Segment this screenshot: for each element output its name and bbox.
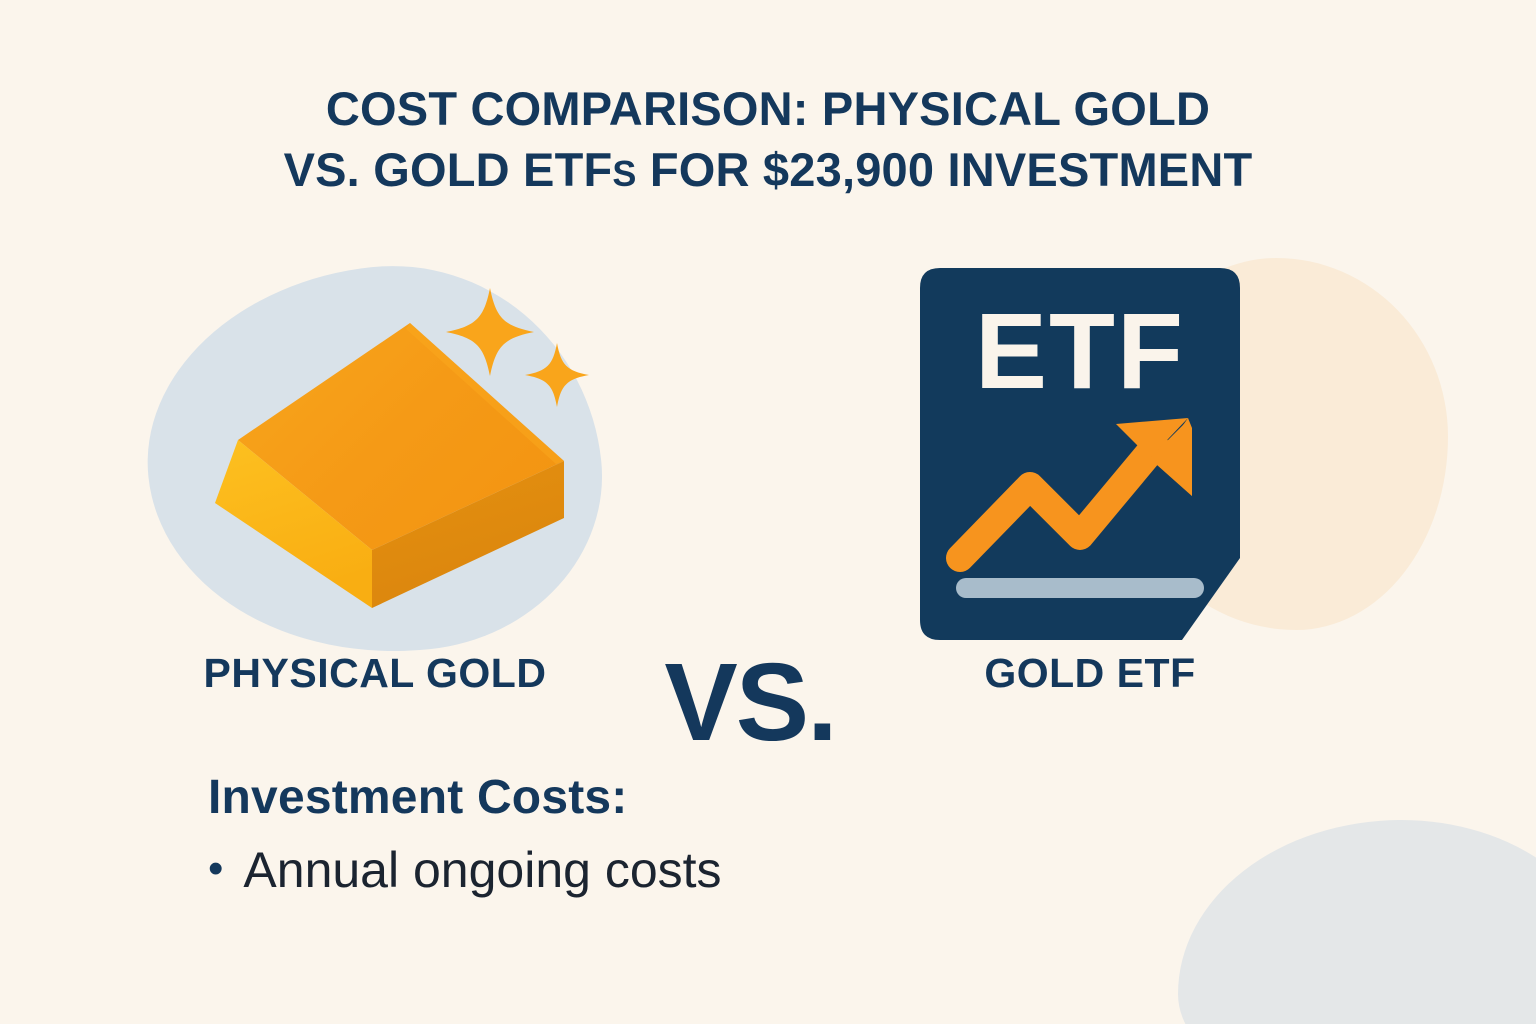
page-title-line-2: VS. GOLD ETFs FOR $23,900 INVESTMENT [0, 139, 1536, 200]
versus-separator: VS. [664, 641, 837, 764]
etf-card-body [920, 268, 1240, 640]
trending-up-arrow-icon [946, 418, 1192, 572]
comparison-row: PHYSICAL GOLD VS. ETF [0, 245, 1536, 758]
comparison-label-gold-etf: GOLD ETF [984, 650, 1196, 696]
gold-bar-icon [160, 260, 600, 640]
page-title: COST COMPARISON: PHYSICAL GOLD VS. GOLD … [0, 78, 1536, 200]
list-item-label: Annual ongoing costs [243, 841, 722, 898]
investment-costs-list: • Annual ongoing costs [208, 841, 1108, 900]
investment-costs-heading: Investment Costs: [208, 771, 628, 824]
investment-costs-block: Investment Costs: • Annual ongoing costs [208, 770, 1108, 900]
etf-card-wordmark: ETF [975, 290, 1185, 411]
sparkle-small-icon [525, 343, 589, 407]
comparison-label-physical-gold: PHYSICAL GOLD [203, 650, 547, 696]
bullet-icon: • [208, 843, 224, 893]
page-title-line-2-main: VS. GOLD ETF [283, 143, 613, 197]
list-item: • Annual ongoing costs [208, 841, 1108, 900]
page-title-line-1: COST COMPARISON: PHYSICAL GOLD [325, 82, 1211, 135]
etf-card-bottom-bar [956, 578, 1204, 598]
page-title-etfs-plural: s [612, 153, 637, 195]
decorative-gray-blob-bottom-right [1178, 820, 1536, 1024]
sparkle-large-icon [446, 288, 534, 376]
etf-document-icon: ETF [920, 268, 1240, 640]
page-title-line-2-tail: FOR $23,900 INVESTMENT [636, 143, 1253, 197]
